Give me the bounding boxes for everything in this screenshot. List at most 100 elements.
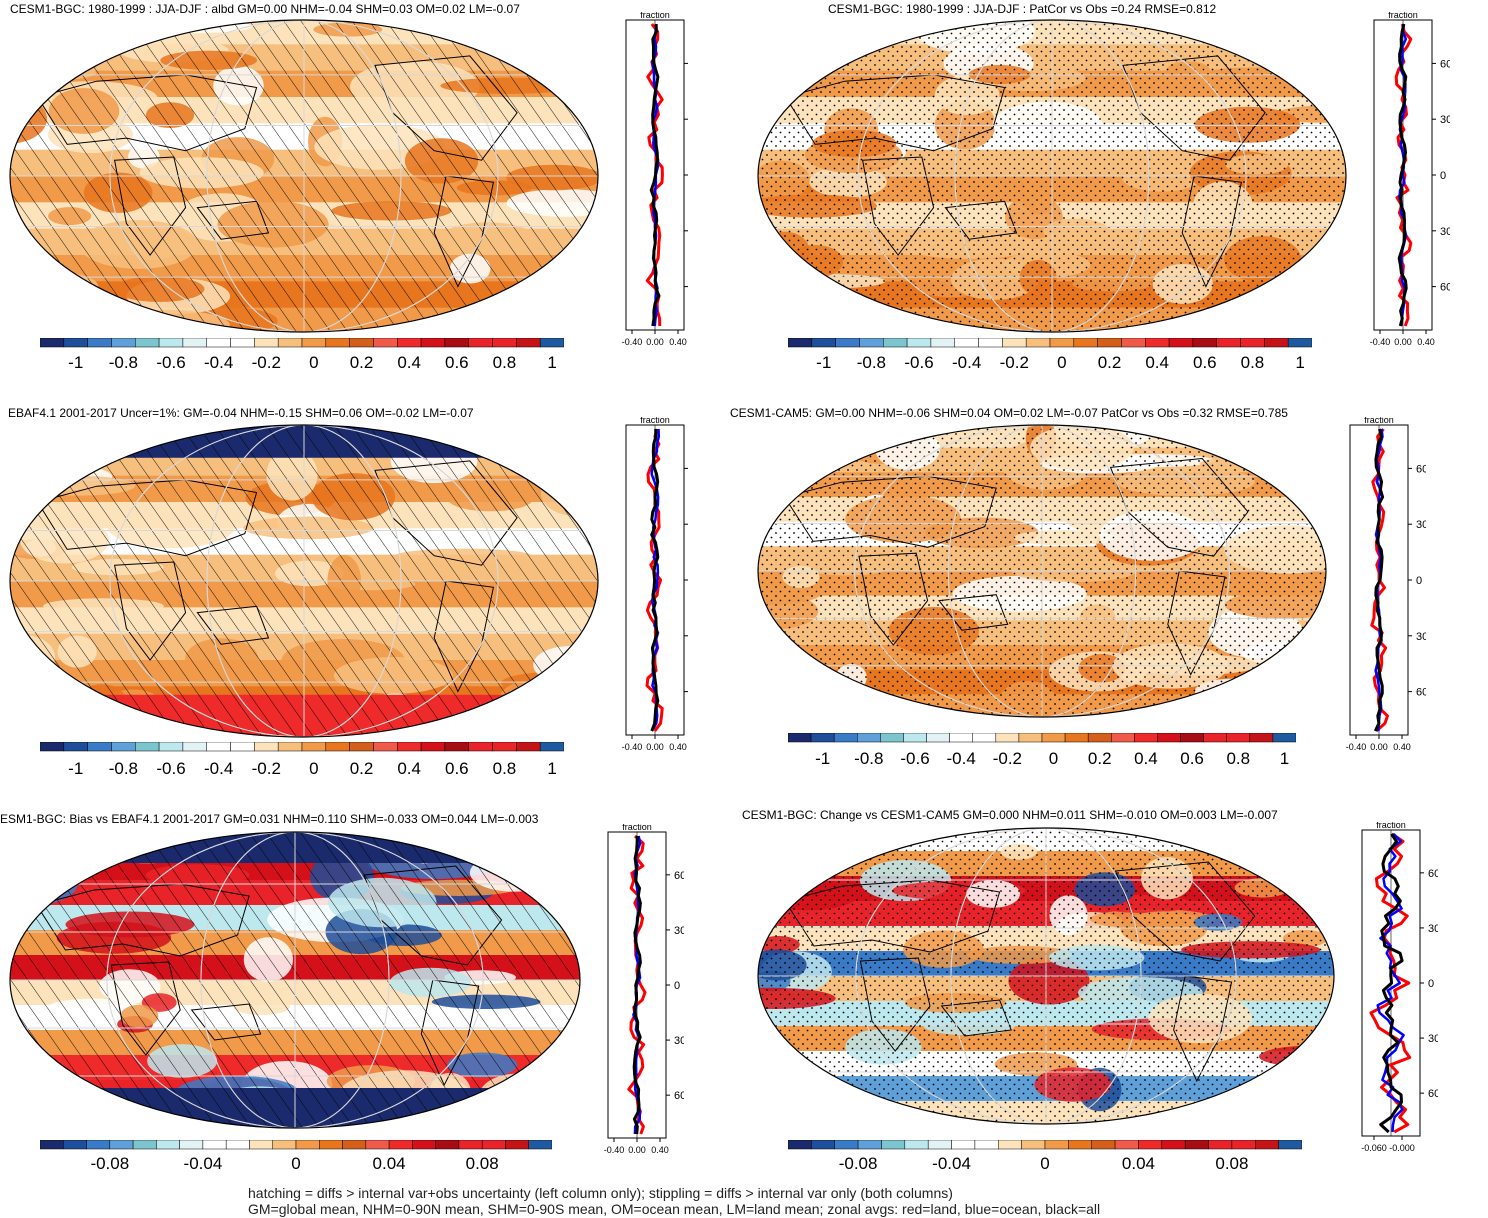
panel-title: CESM1-BGC: 1980-1999 : JJA-DJF : PatCor … [828,2,1217,16]
map-projection [9,19,599,333]
colorbar-label: -0.2 [992,749,1023,768]
colorbar-label: 0.4 [1145,353,1169,372]
zonal-tick-label: 0.40 [1417,337,1435,347]
colorbar-label: -0.08 [838,1154,878,1173]
colorbar-label: 0.4 [397,353,421,372]
panel-title: CESM1-BGC: 1980-1999 : JJA-DJF : albd GM… [10,2,520,16]
colorbar-label: 0.6 [444,759,469,778]
colorbar-label: 0 [1057,353,1067,372]
colorbar-label: 0.2 [1087,749,1112,768]
zonal-tick-label: -0.40 [604,1145,625,1155]
map-projection [9,424,599,738]
zonal-tick-label: -0.000 [1389,1143,1415,1153]
zonal-axis-label: fraction [640,12,670,20]
zonal-tick-label: 0.00 [1394,337,1412,347]
colorbar [788,733,1296,743]
zonal-series-line [1379,833,1404,1134]
colorbar-label: -0.08 [90,1154,130,1173]
colorbar-label: 0 [1040,1154,1050,1173]
footer-note-hatching: hatching = diffs > internal var+obs unce… [248,1185,953,1201]
zonal-axis-label: fraction [640,417,670,425]
zonal-average-plot: fraction60N30N030S60S-0.400.000.40 [1370,12,1450,347]
lat-label: 60N [674,870,684,882]
zonal-series-line [650,428,661,732]
colorbar-label: -0.8 [108,353,139,372]
zonal-series-line [645,428,664,732]
colorbar-label: 0.6 [1192,353,1217,372]
colorbar-label: -0.4 [203,353,234,372]
colorbar-label: 0 [291,1154,301,1173]
lat-label: 30S [1416,631,1426,643]
zonal-tick-label: 0.40 [669,337,687,347]
colorbar [40,742,564,752]
zonal-average-plot: fraction60N30N030S60S-0.400.000.40 [604,824,684,1155]
zonal-axis-label: fraction [1364,417,1394,425]
lat-label: 60N [1416,463,1426,475]
colorbar-label: 0.2 [349,353,374,372]
colorbar-label: 0.6 [444,353,469,372]
colorbar-label: 0.2 [349,759,374,778]
zonal-tick-label: 0.00 [646,337,664,347]
colorbar-label: 0.8 [492,759,517,778]
colorbar-label: -0.4 [203,759,234,778]
zonal-series-line [650,428,660,732]
zonal-series-line [649,23,661,327]
colorbar [40,338,564,348]
colorbar-label: 1 [1279,749,1290,768]
zonal-series-line [645,23,664,327]
colorbar-label: -0.8 [108,759,139,778]
lat-label: 60N [1428,868,1438,880]
colorbar-label: 0 [309,353,319,372]
panel-title: EBAF4.1 2001-2017 Uncer=1%: GM=-0.04 NHM… [8,406,474,420]
zonal-tick-label: 0.00 [628,1145,646,1155]
colorbar-label: -0.2 [251,759,281,778]
lat-label: 0 [1428,978,1434,990]
zonal-tick-label: 0.40 [669,742,687,752]
map-projection [757,19,1347,333]
zonal-average-plot: fraction60N30N030S60S-0.400.000.40 [1346,417,1426,752]
zonal-axis-label: fraction [1388,12,1418,20]
zonal-tick-label: -0.060 [1361,1143,1387,1153]
zonal-average-plot: fraction 60N 30N 0 30S 60S -0.060-0.000 [1361,822,1438,1153]
zonal-average-plot: fraction60N30N030S60S-0.400.000.40 [622,12,688,347]
colorbar-label: -0.8 [854,749,884,768]
colorbar-label: 0 [1048,749,1059,768]
colorbar-label: -0.04 [183,1154,223,1173]
zonal-tick-label: 0.00 [1370,742,1388,752]
map-projection [757,827,1335,1125]
colorbar-label: -0.6 [156,353,186,372]
colorbar-label: 0.6 [1180,749,1204,768]
colorbar-label: 0.8 [1226,749,1251,768]
zonal-tick-label: 0.00 [646,742,664,752]
lat-label: 60S [1440,282,1450,294]
colorbar-label: -0.2 [251,353,281,372]
colorbar [788,338,1312,348]
lat-label: 0 [674,980,680,992]
colorbar-label: -0.4 [951,353,982,372]
zonal-tick-label: 0.40 [651,1145,669,1155]
zonal-tick-label: -0.40 [622,742,643,752]
colorbar-label: -0.04 [932,1154,971,1173]
panel-title: CESM1-CAM5: GM=0.00 NHM=-0.06 SHM=0.04 O… [730,406,1288,420]
zonal-average-plot: fraction60N30N030S60S-0.400.000.40 [622,417,688,752]
colorbar [40,1140,552,1150]
colorbar-label: 0.2 [1097,353,1122,372]
lat-label: 30N [674,925,684,937]
colorbar-label: -0.6 [904,353,934,372]
lat-label: 60N [1440,58,1450,70]
zonal-axis-label: fraction [622,824,652,832]
panel-title: ESM1-BGC: Bias vs EBAF4.1 2001-2017 GM=0… [0,812,539,826]
zonal-tick-label: -0.40 [1346,742,1367,752]
colorbar-label: -0.8 [856,353,887,372]
lat-label: 60S [1428,1088,1438,1100]
colorbar-label: -0.6 [900,749,930,768]
colorbar-label: 0.8 [492,353,517,372]
colorbar-label: 0.8 [1240,353,1265,372]
colorbar-label: -0.6 [156,759,186,778]
colorbar [788,1140,1302,1150]
colorbar-label: -1 [815,749,831,768]
lat-label: 30N [1440,114,1450,126]
zonal-series-line [1376,833,1405,1133]
colorbar-label: 1 [547,353,557,372]
footer-note-means: GM=global mean, NHM=0-90N mean, SHM=0-90… [248,1201,1101,1217]
